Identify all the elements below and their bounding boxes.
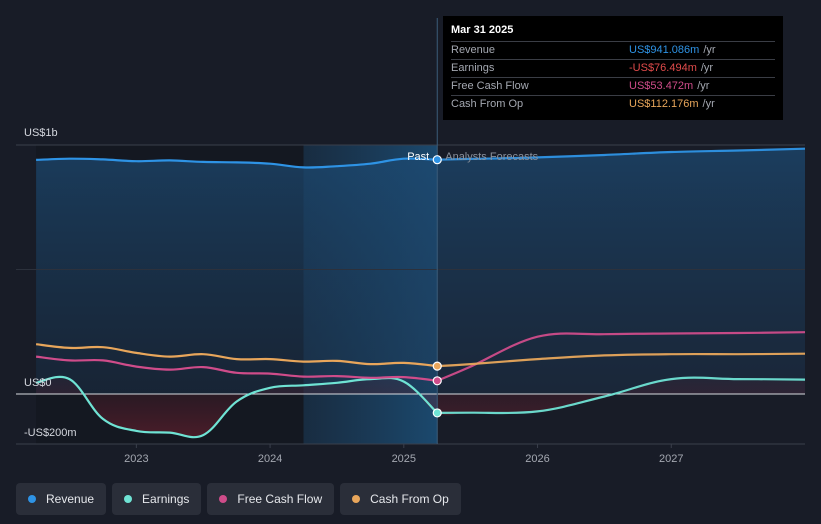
legend-dot-icon: [124, 495, 133, 503]
legend: Revenue Earnings Free Cash Flow Cash From O…: [16, 483, 461, 515]
revenue-line-forecast: [437, 147, 806, 161]
cash-from-op-marker: [432, 361, 442, 371]
legend-item-earnings[interactable]: Earnings: [112, 483, 202, 515]
legend-dot-icon: [28, 495, 36, 503]
legend-label: Cash From Op: [370, 492, 449, 506]
earnings-marker: [432, 408, 442, 418]
free-cash-flow-line-past: [35, 355, 438, 382]
tooltip-row: Cash From Op US$112.176m/yr: [451, 95, 775, 113]
legend-item-cash-from-op[interactable]: Cash From Op: [340, 483, 461, 515]
y-tick-label: US$0: [24, 377, 52, 389]
earnings-area: [36, 376, 805, 438]
tooltip-row: Revenue US$941.086m/yr: [451, 41, 775, 59]
legend-item-free-cash-flow[interactable]: Free Cash Flow: [207, 483, 335, 515]
tooltip-value: US$112.176m: [629, 98, 699, 110]
revenue-area: [36, 148, 805, 394]
cash-from-op-line-forecast: [437, 352, 806, 368]
x-tick-label: 2026: [525, 453, 549, 465]
forecast-label: Analysts Forecasts: [445, 151, 538, 163]
legend-label: Earnings: [142, 492, 190, 506]
revenue-line-past: [36, 157, 438, 169]
free-cash-flow-marker: [432, 376, 442, 386]
legend-dot-icon: [219, 495, 228, 503]
tooltip: Mar 31 2025 Revenue US$941.086m/yr Earning…: [443, 16, 783, 120]
x-tick-label: 2024: [258, 453, 282, 465]
tooltip-label: Free Cash Flow: [451, 80, 529, 92]
tooltip-unit: /yr: [700, 62, 714, 74]
revenue-marker: [432, 155, 442, 165]
tooltip-unit: /yr: [697, 80, 710, 92]
tooltip-value: US$941.086m: [629, 44, 700, 56]
tooltip-label: Cash From Op: [451, 98, 524, 110]
tooltip-value: US$53.472m: [629, 80, 694, 92]
y-tick-label: -US$200m: [24, 427, 77, 439]
tooltip-unit: /yr: [702, 98, 715, 110]
tooltip-unit: /yr: [703, 44, 716, 56]
earnings-line-forecast: [437, 376, 806, 415]
tooltip-row: Free Cash Flow US$53.472m/yr: [451, 77, 775, 95]
legend-dot-icon: [352, 495, 361, 503]
free-cash-flow-line-forecast: [436, 331, 806, 382]
tooltip-row: Earnings -US$76.494m/yr: [451, 59, 775, 77]
x-tick-label: 2025: [392, 453, 416, 465]
tooltip-date: Mar 31 2025: [451, 24, 514, 36]
legend-label: Free Cash Flow: [237, 492, 323, 506]
earnings-line-past: [35, 375, 438, 439]
y-tick-label: US$1b: [24, 127, 58, 139]
legend-label: Revenue: [46, 492, 95, 506]
legend-item-revenue[interactable]: Revenue: [16, 483, 107, 515]
past-label: Past: [407, 151, 429, 163]
tooltip-label: Revenue: [451, 44, 496, 56]
x-tick-label: 2023: [124, 453, 148, 465]
x-tick-label: 2027: [659, 453, 683, 465]
cash-from-op-line-past: [35, 343, 438, 368]
tooltip-value: -US$76.494m: [629, 62, 697, 74]
tooltip-label: Earnings: [451, 62, 495, 74]
